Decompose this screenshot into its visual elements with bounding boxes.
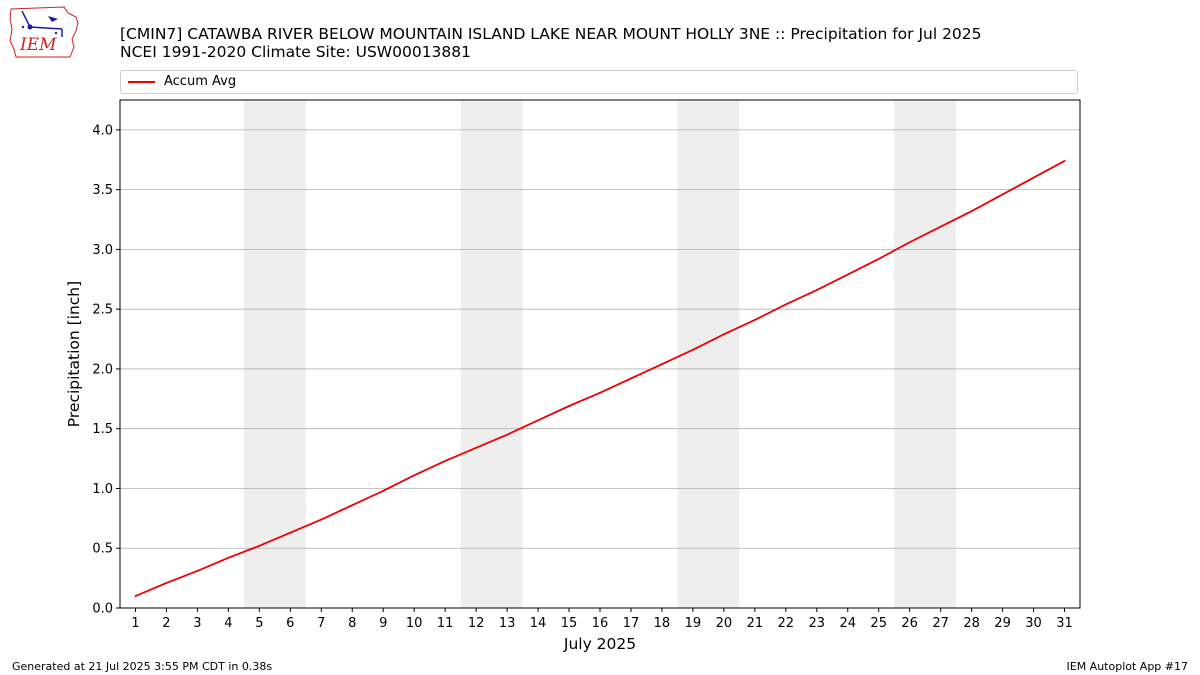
x-tick-label-2: 3 bbox=[193, 616, 201, 631]
weekend-band-0 bbox=[243, 100, 306, 608]
data-point-0-29 bbox=[1032, 176, 1035, 179]
y-tick-label-6: 3.0 bbox=[92, 243, 113, 258]
weekend-band-3 bbox=[894, 100, 957, 608]
x-tick-label-22: 23 bbox=[809, 616, 826, 631]
logo-text: IEM bbox=[19, 35, 57, 55]
y-tick-label-5: 2.5 bbox=[92, 303, 113, 318]
x-tick-label-25: 26 bbox=[901, 616, 918, 631]
x-tick-label-15: 16 bbox=[592, 616, 609, 631]
x-tick-label-29: 30 bbox=[1025, 616, 1042, 631]
data-point-0-20 bbox=[753, 319, 756, 321]
weekend-band-2 bbox=[677, 100, 740, 608]
x-tick-label-17: 18 bbox=[654, 616, 671, 631]
legend-label: Accum Avg bbox=[164, 74, 237, 89]
data-point-0-26 bbox=[939, 225, 942, 228]
data-point-0-1 bbox=[165, 581, 168, 584]
data-point-0-10 bbox=[444, 460, 447, 462]
data-point-0-11 bbox=[475, 446, 478, 449]
title-line-1: [CMIN7] CATAWBA RIVER BELOW MOUNTAIN ISL… bbox=[120, 25, 982, 43]
x-tick-label-6: 7 bbox=[317, 616, 325, 631]
data-point-0-22 bbox=[815, 289, 818, 291]
legend: Accum Avg bbox=[120, 70, 1078, 94]
data-point-0-23 bbox=[846, 273, 849, 276]
data-point-0-30 bbox=[1063, 160, 1066, 162]
y-tick-label-8: 4.0 bbox=[92, 123, 113, 138]
data-point-0-21 bbox=[784, 303, 787, 306]
data-point-0-6 bbox=[320, 518, 323, 521]
data-point-0-12 bbox=[506, 433, 508, 436]
legend-swatch bbox=[128, 81, 155, 83]
x-tick-label-4: 5 bbox=[255, 616, 263, 631]
chart-title: [CMIN7] CATAWBA RIVER BELOW MOUNTAIN ISL… bbox=[120, 25, 982, 61]
data-point-0-8 bbox=[382, 489, 385, 492]
data-point-0-19 bbox=[722, 333, 725, 336]
x-tick-label-5: 6 bbox=[286, 616, 294, 631]
x-tick-label-19: 20 bbox=[716, 616, 733, 631]
y-tick-label-7: 3.5 bbox=[92, 183, 113, 198]
x-tick-label-3: 4 bbox=[224, 616, 232, 631]
data-point-0-16 bbox=[630, 377, 632, 380]
x-tick-label-0: 1 bbox=[131, 616, 139, 631]
data-point-0-0 bbox=[134, 595, 137, 597]
x-tick-label-9: 10 bbox=[406, 616, 423, 631]
x-tick-label-16: 17 bbox=[623, 616, 640, 631]
data-point-0-5 bbox=[289, 531, 292, 534]
data-point-0-15 bbox=[599, 391, 601, 394]
x-tick-label-8: 9 bbox=[379, 616, 387, 631]
data-point-0-3 bbox=[227, 556, 230, 559]
x-tick-label-30: 31 bbox=[1056, 616, 1073, 631]
iem-logo: IEM bbox=[8, 5, 80, 59]
x-axis-label: July 2025 bbox=[563, 635, 636, 653]
data-point-0-25 bbox=[908, 241, 911, 244]
data-point-0-24 bbox=[877, 258, 880, 260]
y-tick-label-2: 1.0 bbox=[92, 482, 113, 497]
y-axis-label: Precipitation [inch] bbox=[65, 281, 83, 427]
x-tick-label-27: 28 bbox=[963, 616, 980, 631]
x-tick-label-11: 12 bbox=[468, 616, 485, 631]
y-tick-label-3: 1.5 bbox=[92, 422, 113, 437]
x-tick-label-21: 22 bbox=[778, 616, 795, 631]
x-tick-label-14: 15 bbox=[561, 616, 578, 631]
iem-logo-graphic: IEM bbox=[9, 6, 79, 58]
x-tick-label-24: 25 bbox=[870, 616, 887, 631]
y-tick-label-0: 0.0 bbox=[92, 602, 113, 617]
data-point-0-17 bbox=[661, 363, 663, 366]
weekend-band-1 bbox=[460, 100, 523, 608]
x-tick-label-7: 8 bbox=[348, 616, 356, 631]
data-point-0-13 bbox=[537, 419, 539, 422]
data-point-0-7 bbox=[351, 504, 354, 507]
data-point-0-9 bbox=[413, 474, 416, 477]
y-tick-label-4: 2.0 bbox=[92, 362, 113, 377]
footer-app: IEM Autoplot App #17 bbox=[1066, 660, 1189, 673]
footer-generated: Generated at 21 Jul 2025 3:55 PM CDT in … bbox=[12, 660, 273, 673]
title-line-2: NCEI 1991-2020 Climate Site: USW00013881 bbox=[120, 43, 472, 61]
data-point-0-28 bbox=[1001, 193, 1004, 196]
x-tick-label-26: 27 bbox=[932, 616, 949, 631]
y-tick-label-1: 0.5 bbox=[92, 542, 113, 557]
x-tick-label-18: 19 bbox=[685, 616, 702, 631]
data-point-0-4 bbox=[258, 544, 261, 547]
x-tick-label-20: 21 bbox=[747, 616, 764, 631]
data-point-0-14 bbox=[568, 405, 570, 407]
x-tick-label-23: 24 bbox=[839, 616, 856, 631]
data-point-0-18 bbox=[692, 348, 694, 351]
x-tick-label-1: 2 bbox=[162, 616, 170, 631]
x-tick-label-28: 29 bbox=[994, 616, 1011, 631]
plot-frame bbox=[119, 99, 1081, 609]
x-tick-label-13: 14 bbox=[530, 616, 547, 631]
x-tick-label-10: 11 bbox=[437, 616, 454, 631]
data-point-0-2 bbox=[196, 570, 199, 572]
data-point-0-27 bbox=[970, 210, 973, 213]
x-tick-label-12: 13 bbox=[499, 616, 516, 631]
